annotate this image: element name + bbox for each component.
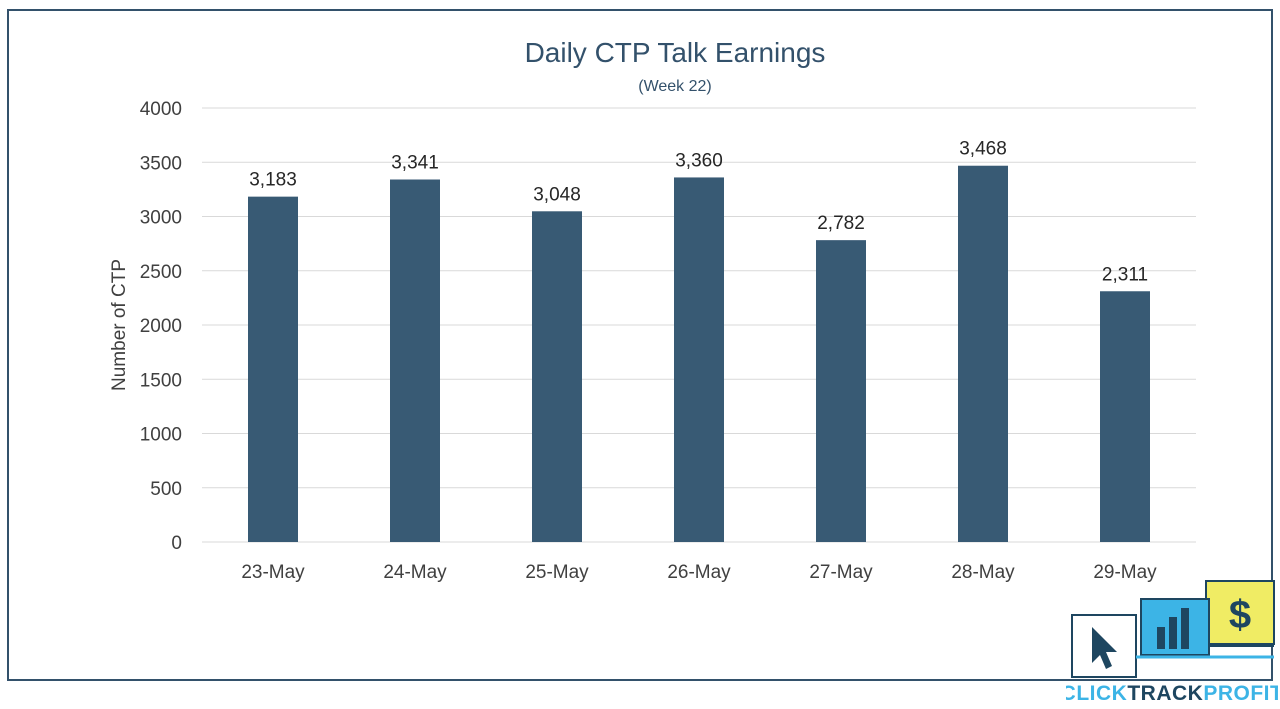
x-tick-label: 28-May: [951, 562, 1015, 583]
y-tick-label: 4000: [140, 99, 182, 120]
x-tick-label: 23-May: [241, 562, 305, 583]
y-tick-label: 2500: [140, 262, 182, 283]
bars: [248, 165, 1150, 543]
bar: [390, 179, 440, 542]
logo-text-track: TRACK: [1127, 682, 1203, 705]
data-label: 2,311: [1102, 264, 1148, 285]
y-tick-label: 2000: [140, 316, 182, 337]
data-label: 3,183: [249, 170, 297, 191]
bar: [532, 211, 582, 543]
data-label: 3,468: [959, 139, 1007, 160]
y-tick-label: 500: [150, 479, 182, 500]
logo-text-profit: PROFIT: [1203, 682, 1278, 705]
bar: [674, 177, 724, 542]
y-axis-label: Number of CTP: [109, 259, 130, 391]
y-tick-label: 0: [171, 533, 182, 554]
data-label: 3,360: [675, 150, 723, 171]
dollar-glyph: $: [1229, 593, 1251, 637]
x-tick-label: 26-May: [667, 562, 731, 583]
bar: [1100, 291, 1150, 542]
y-tick-label: 3000: [140, 208, 182, 229]
y-axis-ticks: 0 500 1000 1500 2000 2500 3000 3500 4000: [140, 99, 182, 554]
bar-chart-icon: [1140, 598, 1210, 656]
chart-title: Daily CTP Talk Earnings: [525, 37, 826, 68]
chart-frame: [7, 9, 1273, 681]
x-axis-ticks: 23-May 24-May 25-May 26-May 27-May 28-May 29-M…: [241, 562, 1157, 583]
data-label: 2,782: [817, 213, 865, 234]
y-tick-label: 1500: [140, 370, 182, 391]
cursor-icon: [1071, 614, 1137, 678]
data-label: 3,048: [533, 184, 581, 205]
x-tick-label: 29-May: [1093, 562, 1157, 583]
bar: [816, 240, 866, 542]
data-label: 3,341: [391, 153, 439, 174]
chart-subtitle: (Week 22): [638, 78, 712, 95]
x-tick-label: 27-May: [809, 562, 873, 583]
x-tick-label: 25-May: [525, 562, 589, 583]
data-labels: 3,183 3,341 3,048 3,360 2,782 3,468 2,311: [249, 139, 1148, 286]
bar: [248, 196, 298, 542]
y-tick-label: 1000: [140, 425, 182, 446]
dollar-icon: $: [1205, 580, 1275, 645]
y-tick-label: 3500: [140, 153, 182, 174]
logo-wordmark: CLICKTRACKPROFIT: [1066, 682, 1278, 705]
clicktrackprofit-logo: $ CLICKTRACKPROFIT: [1066, 580, 1278, 705]
x-tick-label: 24-May: [383, 562, 447, 583]
bar: [958, 165, 1008, 543]
logo-text-click: CLICK: [1066, 682, 1127, 705]
